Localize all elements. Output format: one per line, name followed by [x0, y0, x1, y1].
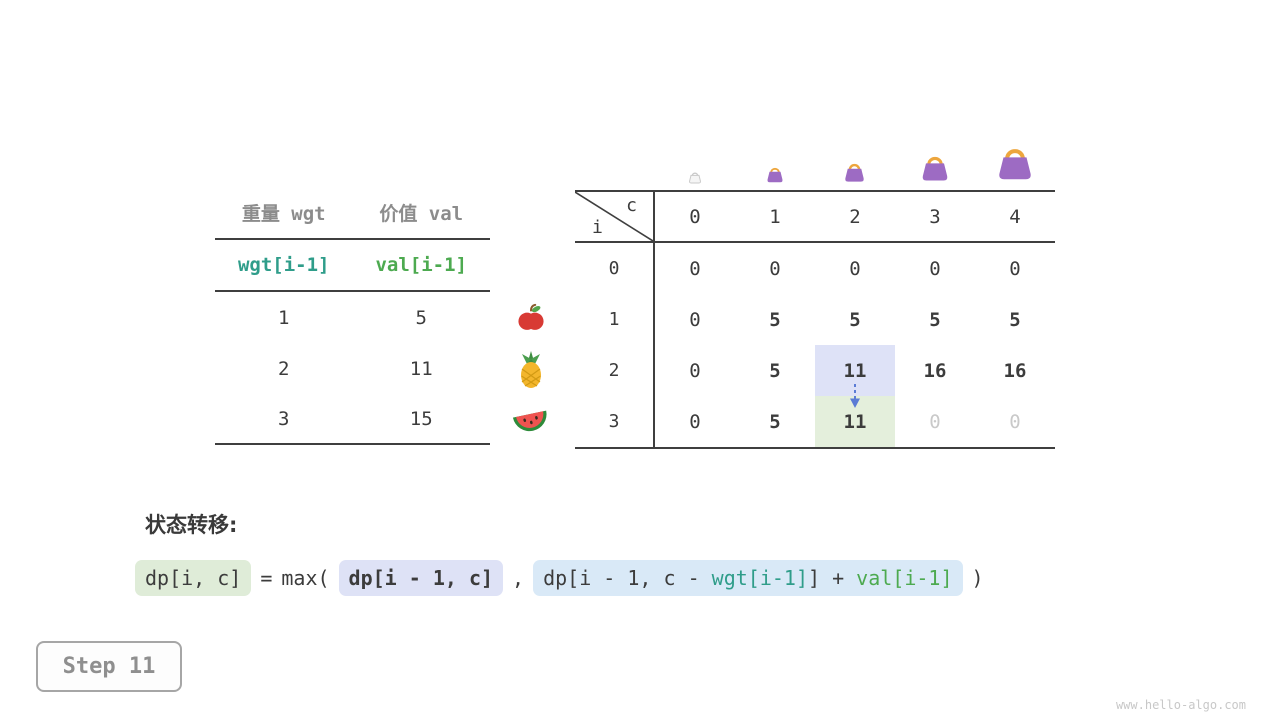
bag-capacity-1-icon [764, 163, 786, 185]
item-value: 11 [409, 357, 433, 380]
dp-row-label-1: 1 [575, 294, 655, 345]
item-value: 15 [409, 407, 433, 430]
items-val-expression: val[i-1] [375, 254, 467, 276]
dp-cell-0-1: 0 [769, 257, 781, 280]
items-header-row: 重量 wgt 价值 val [215, 186, 490, 240]
bag-capacity-2-icon [841, 158, 868, 185]
watermelon-icon [511, 405, 552, 438]
formula-equals: = [260, 566, 273, 590]
items-weight-header: 重量 wgt [241, 202, 326, 225]
formula-comma: , [512, 566, 525, 590]
dp-cell-2-1: 5 [769, 359, 781, 382]
dp-item-axis-label: i [592, 217, 603, 238]
step-indicator: Step 11 [36, 641, 182, 692]
dp-cell-1-2: 5 [849, 308, 861, 331]
dp-cell-0-2: 0 [849, 257, 861, 280]
dp-cell-3-4: 0 [1009, 410, 1021, 433]
bag-capacity-0-icon [687, 169, 703, 185]
dp-cell-0-3: 0 [929, 257, 941, 280]
formula-wgt-term: wgt[i-1] [711, 566, 808, 590]
step-label: Step 11 [62, 654, 156, 679]
dp-cell-3-2: 11 [815, 396, 895, 447]
state-transition-heading: 状态转移: [145, 513, 238, 537]
dp-cell-0-0: 0 [689, 257, 701, 280]
dp-cell-2-0: 0 [689, 359, 701, 382]
dp-cell-0-4: 0 [1009, 257, 1021, 280]
items-row-apple: 1 5 [215, 292, 490, 343]
apple-icon [516, 303, 546, 333]
dp-row-0: 0 0 0 0 0 0 [575, 243, 1055, 294]
items-table: 重量 wgt 价值 val wgt[i-1] val[i-1] 1 5 2 11… [215, 186, 490, 445]
formula-option-take-chip: dp[i - 1, c - wgt[i-1]] + val[i-1] [533, 560, 963, 596]
dp-cell-3-3: 0 [929, 410, 941, 433]
dp-cell-2-3: 16 [923, 359, 947, 382]
dp-row-2: 2 0 5 11 16 16 [575, 345, 1055, 396]
dp-row-3: 3 0 5 11 0 0 [575, 396, 1055, 447]
dp-col-header-3: 3 [929, 205, 941, 228]
dp-table-body: 0 0 0 0 0 0 1 0 5 5 5 5 2 0 5 11 16 16 3 0 5 11 0 0 [575, 243, 1055, 449]
item-weight: 2 [278, 357, 290, 380]
dp-col-header-2: 2 [849, 205, 861, 228]
dp-row-label-3: 3 [575, 396, 655, 447]
dp-col-header-1: 1 [769, 205, 781, 228]
dp-corner-cell: c i [575, 192, 655, 241]
dp-col-header-0: 0 [689, 205, 701, 228]
dp-cell-2-4: 16 [1003, 359, 1027, 382]
items-row-watermelon: 3 15 [215, 394, 490, 445]
dp-header-row: c i 0 1 2 3 4 [575, 190, 1055, 243]
dp-col-header-4: 4 [1009, 205, 1021, 228]
bag-capacity-3-icon [917, 149, 953, 185]
watermark: www.hello-algo.com [1115, 698, 1246, 712]
formula-max-open: max( [281, 566, 330, 590]
formula-take-prefix: dp[i - 1, c - [543, 566, 712, 590]
dp-cell-3-0: 0 [689, 410, 701, 433]
items-wgt-expression: wgt[i-1] [237, 254, 330, 276]
dp-row-1: 1 0 5 5 5 5 [575, 294, 1055, 345]
formula-dp-current-chip: dp[i, c] [135, 560, 252, 596]
dp-cell-1-0: 0 [689, 308, 701, 331]
dp-cell-1-1: 5 [769, 308, 781, 331]
item-weight: 1 [278, 306, 290, 329]
items-value-header: 价值 val [379, 202, 464, 225]
pineapple-icon [517, 351, 545, 389]
formula-val-term: val[i-1] [856, 566, 953, 590]
formula-take-mid: ] + [808, 566, 857, 590]
dp-capacity-axis-label: c [626, 195, 637, 216]
dp-row-label-2: 2 [575, 345, 655, 396]
item-value: 5 [415, 306, 427, 329]
transition-arrow-icon [845, 383, 865, 410]
bag-capacity-4-icon [992, 139, 1038, 185]
items-row-pineapple: 2 11 [215, 343, 490, 394]
dp-row-label-0: 0 [575, 243, 655, 294]
items-subheader-row: wgt[i-1] val[i-1] [215, 240, 490, 292]
state-transition-formula: dp[i, c] = max( dp[i - 1, c] , dp[i - 1,… [135, 560, 984, 596]
dp-cell-3-1: 5 [769, 410, 781, 433]
dp-cell-1-4: 5 [1009, 308, 1021, 331]
dp-cell-2-2: 11 [815, 345, 895, 396]
formula-option-skip-chip: dp[i - 1, c] [338, 560, 504, 596]
dp-cell-1-3: 5 [929, 308, 941, 331]
corner-diagonal-line [575, 192, 653, 241]
item-weight: 3 [278, 407, 290, 430]
formula-close-paren: ) [971, 566, 984, 590]
